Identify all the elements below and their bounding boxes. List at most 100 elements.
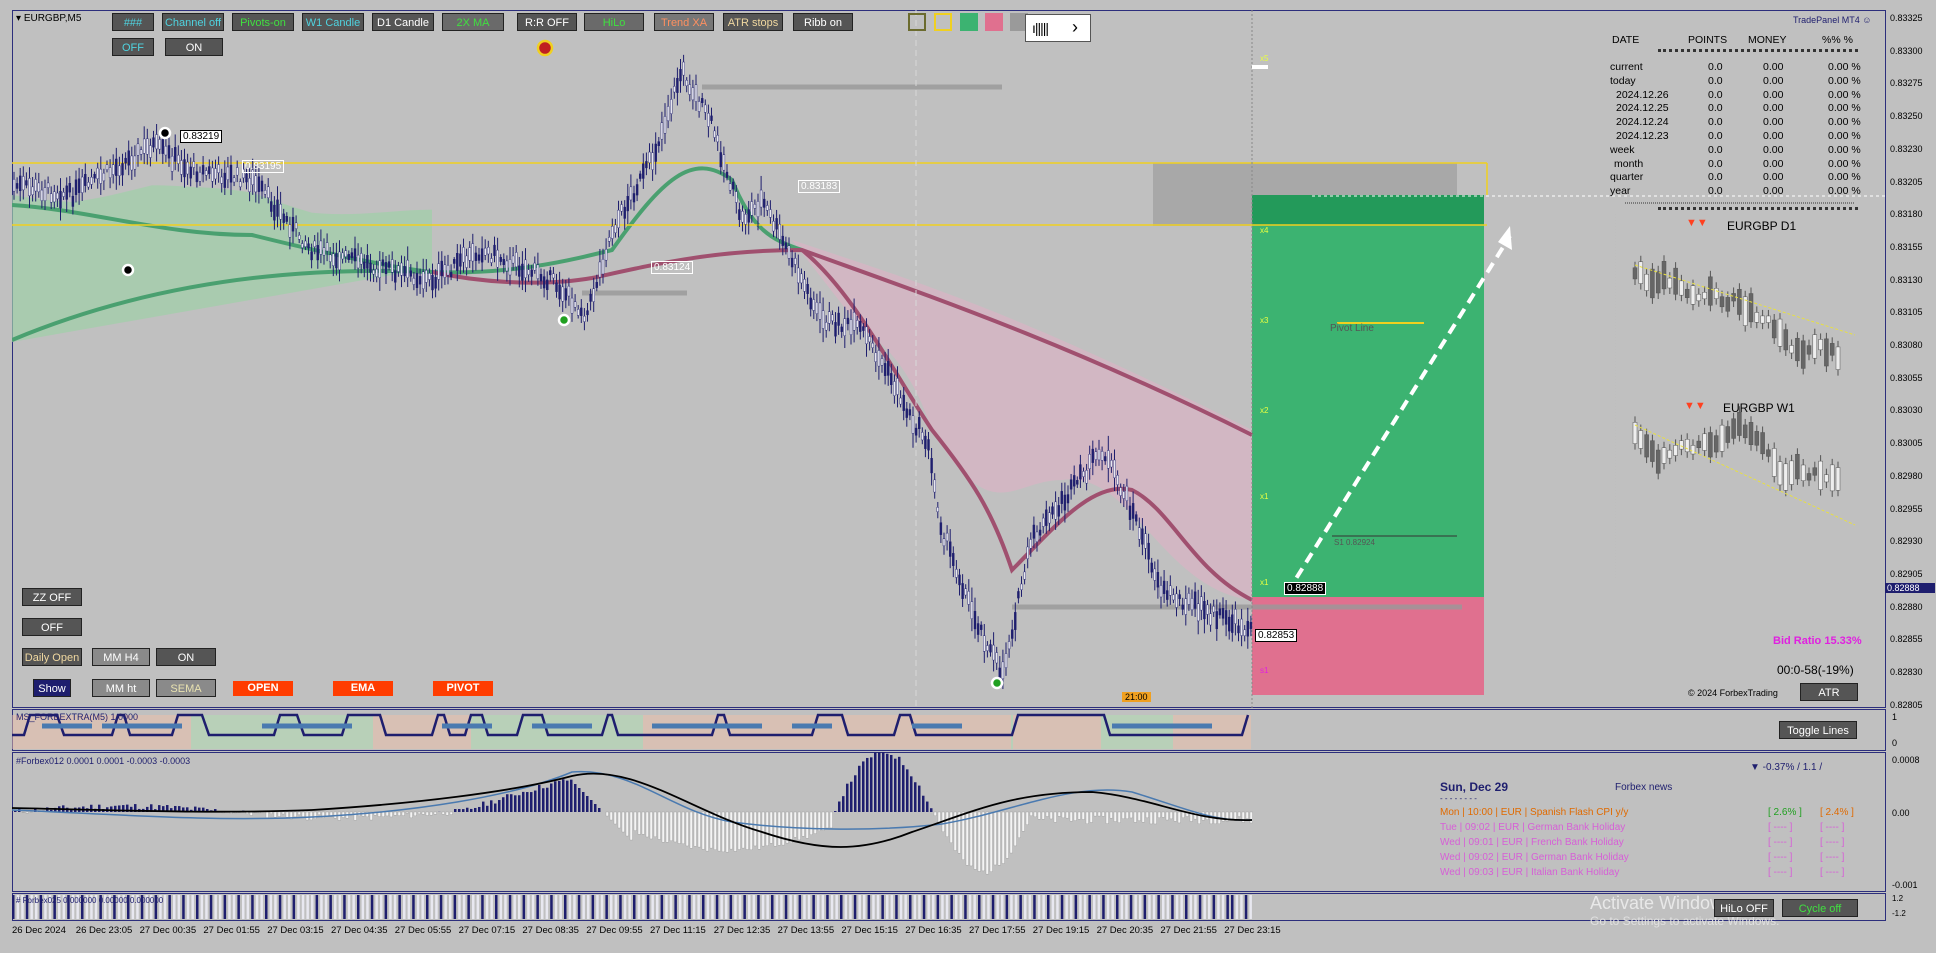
color-swatch-pink[interactable] <box>985 13 1003 31</box>
histogram-bar <box>689 811 693 849</box>
cycle-bar <box>357 895 360 919</box>
histogram-bar <box>673 811 677 843</box>
color-swatch-grey[interactable] <box>1010 13 1028 31</box>
cycle-bar <box>679 895 682 919</box>
trade-panel-cell: 0.0 <box>1708 88 1723 101</box>
forbex025-indicator-pane[interactable] <box>12 893 1886 921</box>
cycle-bar <box>628 895 631 919</box>
histogram-bar <box>1105 811 1109 824</box>
toolbar-button-2x-ma[interactable]: 2X MA <box>442 13 504 31</box>
price-axis-label: 0.83325 <box>1890 13 1923 23</box>
cycle-bar <box>297 895 300 919</box>
histogram-bar <box>598 808 601 812</box>
on-button[interactable]: ON <box>156 648 216 666</box>
daily-open-button[interactable]: Daily Open <box>22 648 82 666</box>
cycle-bar <box>564 895 567 919</box>
toolbar-button-d1-candle[interactable]: D1 Candle <box>372 13 434 31</box>
histogram-bar <box>825 811 829 829</box>
cycle-off-button[interactable]: Cycle off <box>1782 899 1858 917</box>
hilo-off-button[interactable]: HiLo OFF <box>1714 899 1774 917</box>
price-axis-label: 0.83080 <box>1890 340 1923 350</box>
news-item[interactable]: Mon | 10:00 | EUR | Spanish Flash CPI y/… <box>1440 807 1629 818</box>
cycle-bar <box>991 895 995 919</box>
news-item[interactable]: Tue | 09:02 | EUR | German Bank Holiday <box>1440 822 1626 833</box>
news-item[interactable]: Wed | 09:02 | EUR | German Bank Holiday <box>1440 852 1629 863</box>
mm-ht-button[interactable]: MM ht <box>92 679 150 697</box>
cycle-bar <box>582 895 585 919</box>
open-button[interactable]: OPEN <box>233 681 293 696</box>
price-axis-label: 0.83105 <box>1890 307 1923 318</box>
color-swatch-olive[interactable] <box>908 13 926 31</box>
trade-panel-cell: 0.00 <box>1763 143 1784 156</box>
show-button[interactable]: Show <box>33 679 71 697</box>
ema-button[interactable]: EMA <box>333 681 393 696</box>
toolbar-button-ribb-on[interactable]: Ribb on <box>793 13 853 31</box>
trade-panel-divider <box>1658 49 1858 52</box>
price-tag-current: 0.82888 <box>1284 582 1327 595</box>
toolbar-button-hilo[interactable]: HiLo <box>584 13 644 31</box>
toolbar-off-button[interactable]: OFF <box>112 38 154 56</box>
trade-panel-cell: 0.0 <box>1708 171 1723 184</box>
news-item[interactable]: Wed | 09:01 | EUR | French Bank Holiday <box>1440 837 1624 848</box>
histogram-bar <box>629 811 633 841</box>
news-item[interactable]: Wed | 09:03 | EUR | Italian Bank Holiday <box>1440 867 1620 878</box>
toolbar-on-button[interactable]: ON <box>165 38 223 56</box>
take-profit-zone <box>1252 195 1484 597</box>
trade-panel-cell: 2024.12.23 <box>1616 130 1669 142</box>
cycle-bar <box>449 895 452 919</box>
color-swatch-green[interactable] <box>960 13 978 31</box>
atr-button[interactable]: ATR <box>1800 683 1858 701</box>
histogram-bar <box>441 811 445 815</box>
cycle-bar <box>660 895 664 919</box>
trade-panel-cell: 0.00 % <box>1828 74 1861 87</box>
sema-button[interactable]: SEMA <box>156 679 216 697</box>
mm-h4-button[interactable]: MM H4 <box>92 648 150 666</box>
histogram-bar <box>498 800 501 812</box>
cycle-bar <box>30 895 33 919</box>
cycle-bar <box>380 895 383 919</box>
off-button[interactable]: OFF <box>22 618 82 636</box>
ma-line-purple-2 <box>800 248 1253 602</box>
time-axis-label: 27 Dec 16:35 <box>905 925 962 936</box>
trade-panel-cell: quarter <box>1610 171 1644 184</box>
toolbar-button-pivots-on[interactable]: Pivots-on <box>232 13 294 31</box>
histogram-bar <box>1245 811 1249 819</box>
time-axis-label: 27 Dec 08:35 <box>522 925 579 936</box>
cycle-bar <box>1212 895 1216 919</box>
histogram-bar <box>277 811 281 817</box>
histogram-bar <box>961 811 965 860</box>
trade-panel-cell: 0.00 % <box>1828 61 1861 73</box>
toolbar-button-channel-off[interactable]: Channel off <box>162 13 224 31</box>
histogram-bar <box>389 811 393 818</box>
histogram-bar <box>110 806 113 812</box>
color-swatch-yellow[interactable] <box>934 13 952 31</box>
pivot-button[interactable]: PIVOT <box>433 681 493 696</box>
toolbar-button-atr-stops[interactable]: ATR stops <box>723 13 783 31</box>
toolbar-button-trend-xa[interactable]: Trend XA <box>654 13 714 31</box>
settings-icon[interactable]: ☺ <box>1862 15 1872 25</box>
time-tag: 21:00 <box>1122 692 1151 702</box>
histogram-bar <box>546 787 549 812</box>
cycle-bar <box>426 895 429 919</box>
cycle-bar <box>527 895 530 919</box>
cycle-bar <box>1111 895 1114 919</box>
cycle-bar <box>177 895 181 919</box>
forbextra-line <box>12 713 1250 737</box>
cycle-bar <box>62 895 66 919</box>
histogram-bar <box>781 811 785 846</box>
toolbar-button-r-r-off[interactable]: R:R OFF <box>517 13 577 31</box>
chevron-right-icon[interactable]: › <box>1072 17 1078 37</box>
histogram-bar <box>850 781 853 812</box>
histogram-bar <box>981 811 985 872</box>
chart-nav-widget[interactable]: ı||||| › <box>1025 14 1091 42</box>
toolbar-button-w1-candle[interactable]: W1 Candle <box>302 13 364 31</box>
cycle-bar <box>1208 895 1211 919</box>
toolbar-button--[interactable]: ### <box>112 13 154 31</box>
toggle-lines-button[interactable]: Toggle Lines <box>1779 721 1857 739</box>
cycle-bar <box>196 895 199 919</box>
swing-low-marker-2 <box>557 313 571 327</box>
w1-mini-chart-title: EURGBP W1 <box>1723 401 1795 415</box>
zz-off-button[interactable]: ZZ OFF <box>22 588 82 606</box>
histogram-bar <box>1177 811 1181 824</box>
cycle-bar <box>1226 895 1229 919</box>
